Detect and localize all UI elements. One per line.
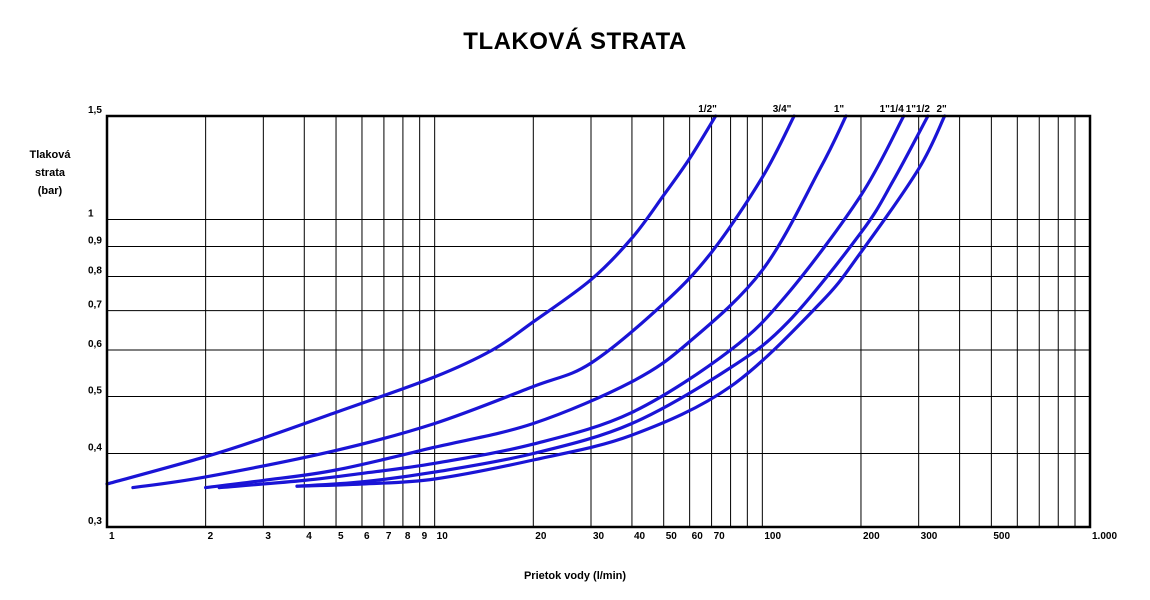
y-tick-label: 0,9 <box>88 235 102 246</box>
x-tick-label: 4 <box>306 531 312 542</box>
series-label-1-1-2: 1"1/2 <box>906 104 931 115</box>
series-label-3-4: 3/4" <box>773 104 792 115</box>
x-tick-label: 2 <box>208 531 214 542</box>
x-tick-label: 50 <box>666 531 678 542</box>
x-axis-label: Prietok vody (l/min) <box>523 570 627 582</box>
series-label-1-2: 1/2" <box>698 104 717 115</box>
y-axis-label-line-1: Tlaková <box>29 149 71 161</box>
x-tick-label: 10 <box>437 531 449 542</box>
x-tick-label: 70 <box>714 531 726 542</box>
x-tick-label: 7 <box>386 531 392 542</box>
series-line-1-2 <box>105 114 718 486</box>
x-tick-label: 30 <box>593 531 605 542</box>
y-axis-label: Tlaková strata (bar) <box>12 146 88 200</box>
y-tick-label: 0,3 <box>88 516 102 527</box>
x-tick-label: 5 <box>338 531 344 542</box>
x-tick-label: 1.000 <box>1092 531 1117 542</box>
y-tick-label: 0,4 <box>88 443 102 454</box>
x-tick-label: 9 <box>422 531 428 542</box>
chart-title: TLAKOVÁ STRATA <box>463 28 687 55</box>
series-line-1 <box>204 114 848 490</box>
series-line-1-1-4 <box>217 114 906 490</box>
series-line-2 <box>295 114 947 488</box>
x-tick-labels: 1 2 3 4 5 6 7 8 9 10 20 30 40 50 60 70 100 200 300 500 1.000 <box>109 531 1117 542</box>
series-line-3-4 <box>131 114 796 490</box>
x-tick-label: 500 <box>993 531 1010 542</box>
y-tick-label: 1 <box>88 209 94 220</box>
series-line-1-1-2 <box>295 114 930 488</box>
series-curves <box>105 114 947 490</box>
y-axis-label-line-2: strata <box>35 167 65 179</box>
y-tick-labels: 0,3 0,4 0,5 0,6 0,7 0,8 0,9 1 1,5 <box>88 105 102 527</box>
series-label-1-1-4: 1"1/4 <box>880 104 905 115</box>
series-label-1: 1" <box>834 104 845 115</box>
x-tick-label: 60 <box>692 531 704 542</box>
x-tick-label: 8 <box>405 531 411 542</box>
plot-frame <box>105 114 1092 529</box>
y-tick-label: 1,5 <box>88 105 102 116</box>
series-label-2: 2" <box>936 104 947 115</box>
y-tick-label: 0,8 <box>88 266 102 277</box>
x-tick-label: 300 <box>921 531 938 542</box>
y-axis-label-line-3: (bar) <box>37 185 63 197</box>
y-tick-label: 0,5 <box>88 386 102 397</box>
x-tick-label: 1 <box>109 531 115 542</box>
x-tick-label: 100 <box>764 531 781 542</box>
x-tick-label: 6 <box>364 531 370 542</box>
series-labels: 1/2" 3/4" 1" 1"1/4 1"1/2 2" <box>698 104 947 115</box>
x-tick-label: 200 <box>863 531 880 542</box>
x-tick-label: 20 <box>535 531 547 542</box>
x-tick-label: 40 <box>634 531 646 542</box>
y-tick-label: 0,6 <box>88 339 102 350</box>
y-tick-label: 0,7 <box>88 300 102 311</box>
grid-lines <box>107 116 1090 527</box>
x-tick-label: 3 <box>265 531 271 542</box>
